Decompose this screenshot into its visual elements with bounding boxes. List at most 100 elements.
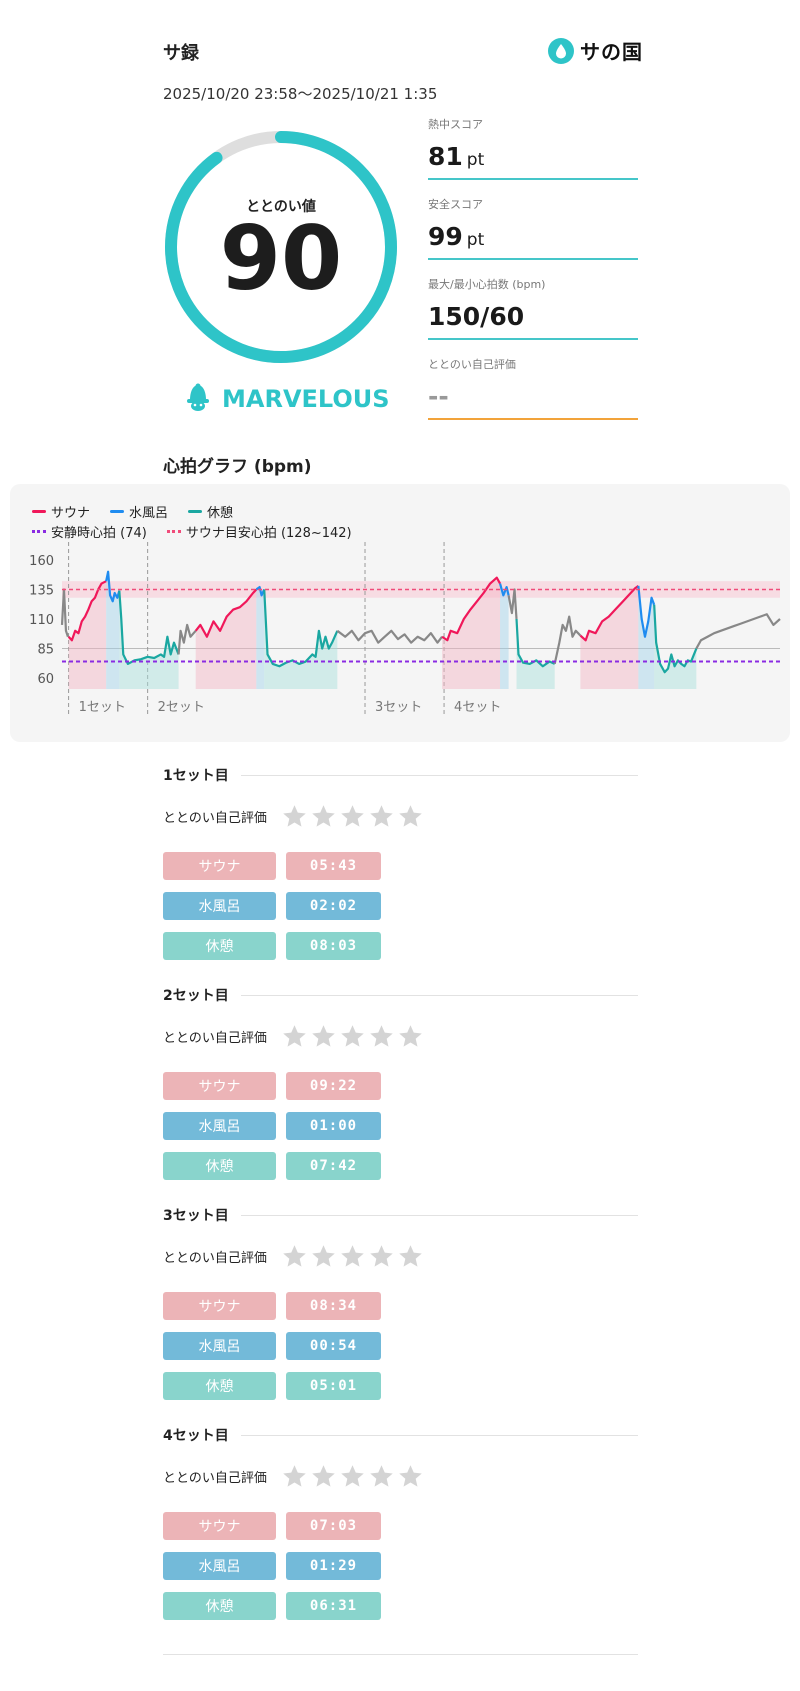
legend-rest: 休憩 xyxy=(188,502,233,521)
other-series-line xyxy=(177,623,197,655)
heart-rate-graph-card: サウナ 水風呂 休憩 安静時心拍 (74) サウナ目安心拍 (128~142) … xyxy=(10,484,790,742)
star-icon[interactable] xyxy=(368,1243,395,1270)
star-icon[interactable] xyxy=(310,1243,337,1270)
y-tick-label: 85 xyxy=(37,643,54,658)
star-icon[interactable] xyxy=(339,1023,366,1050)
phase-sauna-label: サウナ xyxy=(163,1512,276,1540)
star-icon[interactable] xyxy=(339,803,366,830)
set-section: 2セット目 ととのい自己評価 サウナ 09:22 水風呂 01:00 休憩 07:42 xyxy=(163,985,638,1180)
cold-series-line xyxy=(498,583,510,597)
star-icon[interactable] xyxy=(368,1023,395,1050)
rest-area xyxy=(264,589,338,689)
star-icon[interactable] xyxy=(281,803,308,830)
y-tick-label: 160 xyxy=(29,554,54,569)
star-icon[interactable] xyxy=(310,803,337,830)
set-label: 1セット xyxy=(79,700,126,715)
other-series-line xyxy=(553,615,582,665)
legend-sauna: サウナ xyxy=(32,502,90,521)
legend-resting-hr: 安静時心拍 (74) xyxy=(32,522,147,541)
metric-label: 安全スコア xyxy=(428,198,483,211)
gauge-arc xyxy=(165,131,397,363)
star-icon[interactable] xyxy=(397,803,424,830)
set-title: 1セット目 xyxy=(163,768,229,784)
star-icon[interactable] xyxy=(310,1463,337,1490)
star-icon[interactable] xyxy=(339,1243,366,1270)
phase-sauna-label: サウナ xyxy=(163,1292,276,1320)
set-title: 3セット目 xyxy=(163,1208,229,1224)
star-rating[interactable] xyxy=(281,1023,424,1050)
sauna-duration: 07:03 xyxy=(286,1512,381,1540)
sauna-series-line xyxy=(194,588,258,638)
other-series-line xyxy=(336,629,443,644)
totonoi-gauge xyxy=(165,131,397,363)
sauna-series-line xyxy=(67,580,107,642)
phase-cold-label: 水風呂 xyxy=(163,892,276,920)
rest-duration: 06:31 xyxy=(286,1592,381,1620)
set-label: 2セット xyxy=(158,700,205,715)
metric-value: 99 pt xyxy=(428,222,485,251)
metric-heart-rate-range: 最大/最小心拍数 (bpm) 150/60 xyxy=(428,276,638,340)
rating-label: ととのい自己評価 xyxy=(163,1031,267,1046)
legend-target: サウナ目安心拍 (128~142) xyxy=(166,522,352,541)
rest-series-line xyxy=(263,589,339,668)
rank-badge: MARVELOUS xyxy=(184,382,390,416)
star-icon[interactable] xyxy=(397,1023,424,1050)
star-icon[interactable] xyxy=(281,1243,308,1270)
cold-area xyxy=(106,571,120,689)
star-icon[interactable] xyxy=(281,1463,308,1490)
rest-area xyxy=(516,619,555,689)
rest-series-line xyxy=(118,590,180,666)
sauna-duration: 09:22 xyxy=(286,1072,381,1100)
set-section: 4セット目 ととのい自己評価 サウナ 07:03 水風呂 01:29 休憩 06:31 xyxy=(163,1425,638,1620)
other-series-line xyxy=(695,613,781,650)
totonoi-value: 90 xyxy=(219,207,343,310)
phase-cold-label: 水風呂 xyxy=(163,1332,276,1360)
rest-area xyxy=(119,590,179,689)
brand-name: サの国 xyxy=(580,40,643,64)
metric-self-rating[interactable]: ととのい自己評価 -- xyxy=(428,356,638,420)
phase-rest-label: 休憩 xyxy=(163,1372,276,1400)
heart-rate-chart: 160 135 110 85 60 1セット 2セット 3セット 4セット xyxy=(29,542,781,715)
metric-label: ととのい自己評価 xyxy=(428,358,516,371)
brand-logo: サの国 xyxy=(548,36,643,65)
phase-rest-label: 休憩 xyxy=(163,1152,276,1180)
star-icon[interactable] xyxy=(368,1463,395,1490)
rest-duration: 07:42 xyxy=(286,1152,381,1180)
star-icon[interactable] xyxy=(281,1023,308,1050)
water-drop-icon xyxy=(548,37,574,64)
metric-heat-score: 熱中スコア 81 pt xyxy=(428,116,638,180)
star-rating[interactable] xyxy=(281,1243,424,1270)
sauna-series-line xyxy=(579,585,640,642)
set-title: 2セット目 xyxy=(163,988,229,1004)
rest-series-line xyxy=(653,604,698,674)
star-rating[interactable] xyxy=(281,1463,424,1490)
sauna-duration: 08:34 xyxy=(286,1292,381,1320)
cold-series-line xyxy=(637,585,656,638)
star-icon[interactable] xyxy=(397,1463,424,1490)
metric-value: 150/60 xyxy=(428,302,525,331)
star-icon[interactable] xyxy=(397,1243,424,1270)
star-icon[interactable] xyxy=(339,1463,366,1490)
star-icon[interactable] xyxy=(368,803,395,830)
set-label: 4セット xyxy=(454,700,501,715)
star-icon[interactable] xyxy=(310,1023,337,1050)
phase-rest-label: 休憩 xyxy=(163,1592,276,1620)
rest-duration: 05:01 xyxy=(286,1372,381,1400)
set-title: 4セット目 xyxy=(163,1428,229,1444)
y-tick-label: 135 xyxy=(29,583,54,598)
star-rating[interactable] xyxy=(281,803,424,830)
rating-label: ととのい自己評価 xyxy=(163,1251,267,1266)
sauna-duration: 05:43 xyxy=(286,852,381,880)
graph-legend: サウナ 水風呂 休憩 安静時心拍 (74) サウナ目安心拍 (128~142) xyxy=(32,501,352,541)
sauna-hat-icon xyxy=(184,382,212,416)
rating-label: ととのい自己評価 xyxy=(163,811,267,826)
sauna-series-line xyxy=(441,576,502,642)
other-series-line xyxy=(60,588,69,638)
rank-text: MARVELOUS xyxy=(222,385,390,413)
metric-value: 81 pt xyxy=(428,142,485,171)
cold-duration: 01:29 xyxy=(286,1552,381,1580)
set-label: 3セット xyxy=(375,700,422,715)
y-tick-label: 110 xyxy=(29,613,54,628)
bottom-divider xyxy=(163,1654,638,1655)
phase-sauna-label: サウナ xyxy=(163,1072,276,1100)
